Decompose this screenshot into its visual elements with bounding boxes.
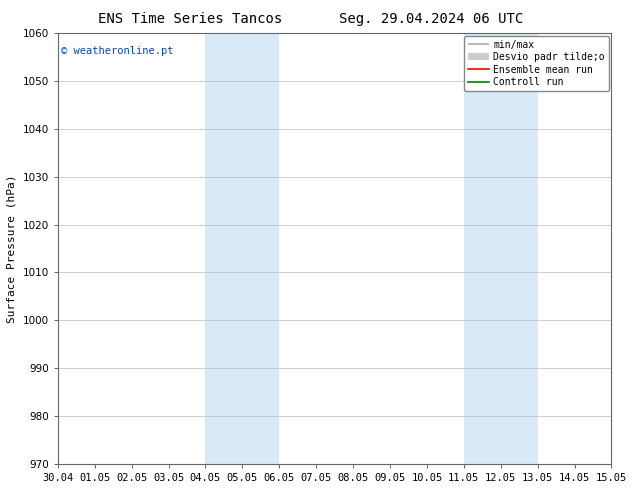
Text: Seg. 29.04.2024 06 UTC: Seg. 29.04.2024 06 UTC [339, 12, 523, 26]
Bar [464, 33, 538, 464]
Legend: min/max, Desvio padr tilde;o, Ensemble mean run, Controll run: min/max, Desvio padr tilde;o, Ensemble m… [464, 36, 609, 91]
Y-axis label: Surface Pressure (hPa): Surface Pressure (hPa) [7, 174, 17, 323]
Text: © weatheronline.pt: © weatheronline.pt [60, 46, 173, 56]
Text: ENS Time Series Tancos: ENS Time Series Tancos [98, 12, 282, 26]
Bar [205, 33, 279, 464]
